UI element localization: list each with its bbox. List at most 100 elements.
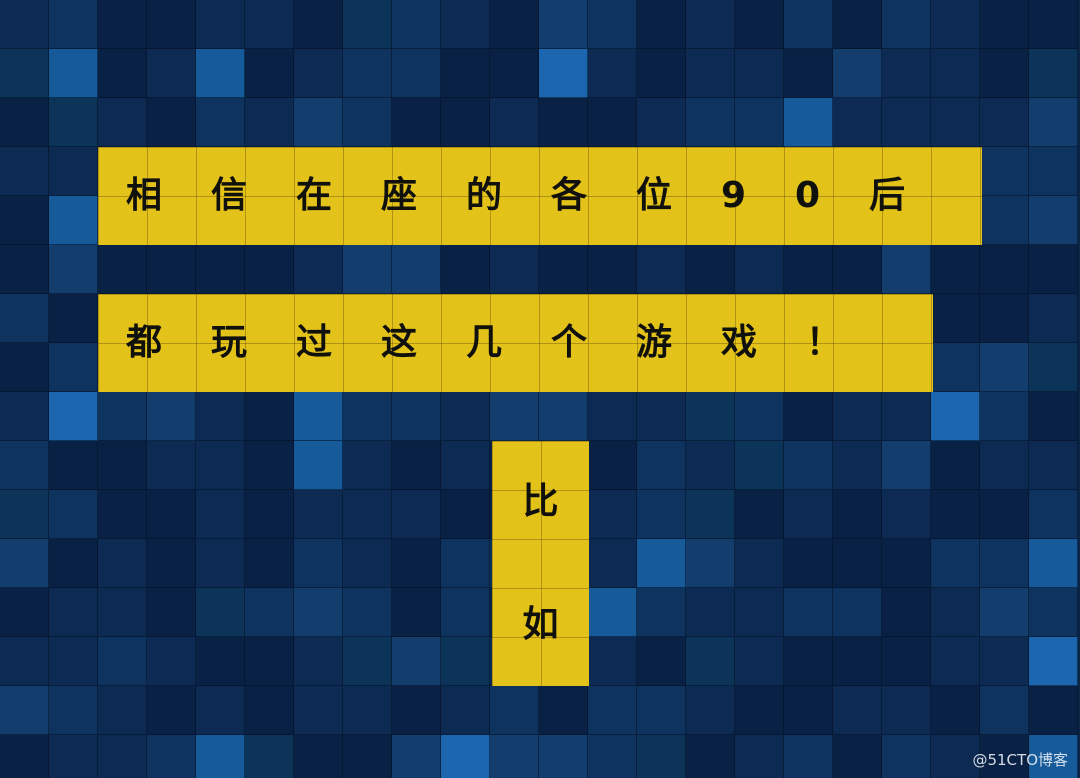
- mosaic-tile: [441, 441, 490, 490]
- mosaic-tile: [0, 539, 49, 588]
- mosaic-tile: [931, 735, 980, 778]
- mosaic-tile: [245, 392, 294, 441]
- mosaic-tile: [1029, 147, 1078, 196]
- mosaic-tile: [686, 98, 735, 147]
- mosaic-tile: [784, 735, 833, 778]
- mosaic-tile: [294, 0, 343, 49]
- mosaic-tile: [931, 539, 980, 588]
- mosaic-tile: [294, 441, 343, 490]
- mosaic-tile: [196, 0, 245, 49]
- mosaic-tile: [833, 588, 882, 637]
- mosaic-tile: [1029, 0, 1078, 49]
- mosaic-tile: [392, 588, 441, 637]
- mosaic-tile: [539, 245, 588, 294]
- mosaic-tile: [882, 490, 931, 539]
- mosaic-tile: [588, 735, 637, 778]
- mosaic-tile: [980, 539, 1029, 588]
- mosaic-tile: [637, 686, 686, 735]
- mosaic-tile: [0, 441, 49, 490]
- watermark: @51CTO博客: [972, 751, 1068, 769]
- mosaic-tile: [49, 490, 98, 539]
- mosaic-tile: [196, 441, 245, 490]
- mosaic-tile: [980, 147, 1029, 196]
- mosaic-tile: [784, 98, 833, 147]
- mosaic-tile: [441, 98, 490, 147]
- mosaic-tile: [1029, 245, 1078, 294]
- mosaic-tile: [882, 392, 931, 441]
- mosaic-tile: [343, 441, 392, 490]
- mosaic-tile: [784, 490, 833, 539]
- mosaic-tile: [637, 49, 686, 98]
- mosaic-tile: [980, 686, 1029, 735]
- mosaic-tile: [980, 490, 1029, 539]
- mosaic-tile: [637, 735, 686, 778]
- mosaic-tile: [735, 392, 784, 441]
- mosaic-tile: [0, 196, 49, 245]
- mosaic-tile: [882, 98, 931, 147]
- mosaic-tile: [784, 588, 833, 637]
- mosaic-tile: [686, 735, 735, 778]
- mosaic-tile: [147, 588, 196, 637]
- mosaic-tile: [441, 392, 490, 441]
- mosaic-tile: [49, 588, 98, 637]
- mosaic-tile: [0, 686, 49, 735]
- mosaic-tile: [686, 588, 735, 637]
- mosaic-tile: [98, 637, 147, 686]
- mosaic-tile: [441, 49, 490, 98]
- mosaic-tile: [343, 539, 392, 588]
- mosaic-tile: [392, 49, 441, 98]
- mosaic-tile: [637, 392, 686, 441]
- mosaic-tile: [833, 0, 882, 49]
- mosaic-tile: [833, 637, 882, 686]
- mosaic-tile: [441, 588, 490, 637]
- mosaic-tile: [882, 0, 931, 49]
- headline-char-ru: 如: [522, 603, 559, 645]
- mosaic-tile: [882, 49, 931, 98]
- headline-line-2: 都玩过这几个游戏！: [126, 322, 892, 363]
- mosaic-tile: [392, 245, 441, 294]
- mosaic-tile: [588, 686, 637, 735]
- mosaic-tile: [49, 245, 98, 294]
- mosaic-tile: [980, 49, 1029, 98]
- mosaic-tile: [147, 245, 196, 294]
- mosaic-tile: [980, 0, 1029, 49]
- mosaic-tile: [441, 637, 490, 686]
- mosaic-tile: [637, 539, 686, 588]
- mosaic-tile: [49, 98, 98, 147]
- mosaic-tile: [1029, 588, 1078, 637]
- mosaic-tile: [931, 441, 980, 490]
- mosaic-tile: [833, 392, 882, 441]
- headline-band-1: 相信在座的各位90后: [98, 147, 982, 245]
- mosaic-tile: [0, 294, 49, 343]
- mosaic-tile: [343, 490, 392, 539]
- mosaic-tile: [147, 686, 196, 735]
- mosaic-tile: [539, 98, 588, 147]
- mosaic-tile: [931, 245, 980, 294]
- mosaic-tile: [931, 637, 980, 686]
- mosaic-tile: [882, 735, 931, 778]
- mosaic-tile: [196, 49, 245, 98]
- mosaic-tile: [588, 245, 637, 294]
- mosaic-tile: [784, 686, 833, 735]
- mosaic-tile: [588, 0, 637, 49]
- mosaic-tile: [98, 441, 147, 490]
- mosaic-tile: [343, 98, 392, 147]
- mosaic-tile: [392, 637, 441, 686]
- mosaic-tile: [1029, 392, 1078, 441]
- mosaic-tile: [882, 539, 931, 588]
- mosaic-tile: [98, 588, 147, 637]
- mosaic-tile: [637, 588, 686, 637]
- mosaic-tile: [294, 637, 343, 686]
- mosaic-tile: [49, 539, 98, 588]
- mosaic-tile: [147, 98, 196, 147]
- mosaic-tile: [931, 294, 980, 343]
- mosaic-tile: [392, 686, 441, 735]
- mosaic-tile: [49, 735, 98, 778]
- mosaic-tile: [1029, 49, 1078, 98]
- mosaic-tile: [931, 588, 980, 637]
- mosaic-tile: [392, 0, 441, 49]
- mosaic-tile: [147, 392, 196, 441]
- mosaic-tile: [882, 686, 931, 735]
- mosaic-tile: [441, 686, 490, 735]
- mosaic-tile: [735, 539, 784, 588]
